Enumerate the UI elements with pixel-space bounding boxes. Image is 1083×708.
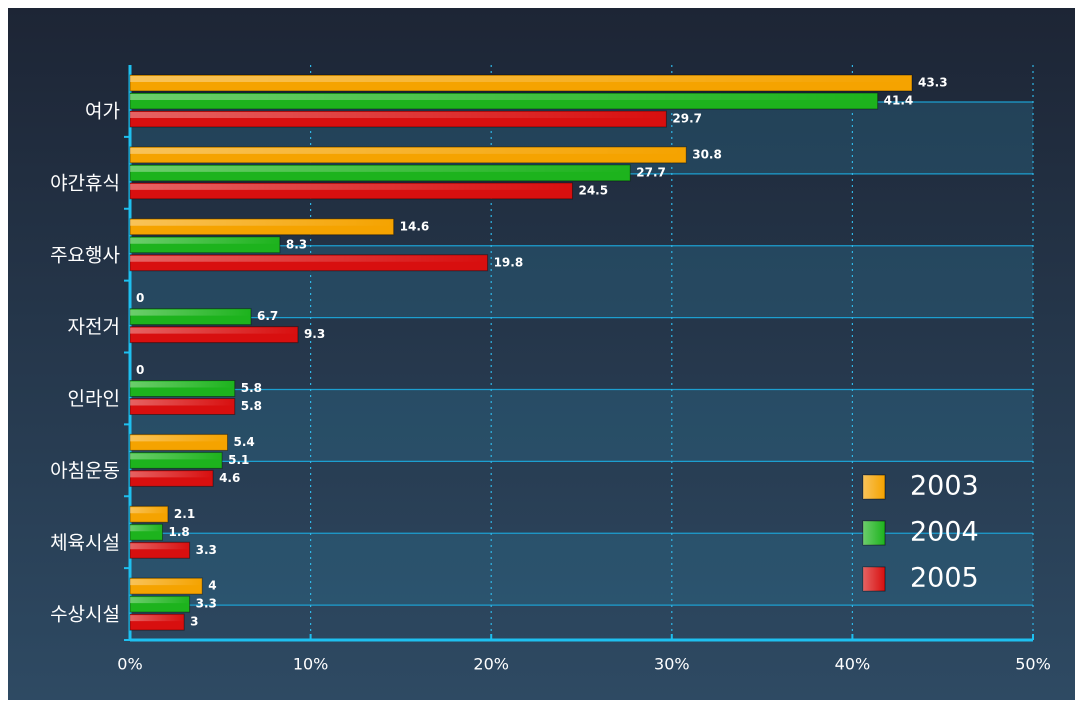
legend-shine <box>863 567 885 591</box>
bar-shine <box>130 327 298 334</box>
bar-shine <box>130 165 631 172</box>
y-tick-label: 인라인 <box>68 388 120 410</box>
x-tick-label: 0% <box>117 655 142 674</box>
bar-shine <box>130 453 223 460</box>
bar-shine <box>130 597 190 604</box>
x-tick-label: 10% <box>293 655 329 674</box>
value-label: 4.6 <box>219 471 240 485</box>
value-label: 5.4 <box>234 435 255 449</box>
y-tick-label: 체육시설 <box>50 532 120 554</box>
legend-shine <box>863 475 885 499</box>
bar-shine <box>130 147 687 154</box>
y-tick-label: 주요행사 <box>50 244 120 266</box>
x-tick-label: 50% <box>1015 655 1051 674</box>
bar-shine <box>130 615 185 622</box>
bar-shine <box>130 112 667 118</box>
legend-label: 2003 <box>910 471 979 502</box>
bar-shine <box>130 183 573 190</box>
value-label: 9.3 <box>304 327 325 341</box>
value-label: 0 <box>136 291 144 305</box>
value-label: 41.4 <box>884 94 914 108</box>
bar-shine <box>130 435 228 442</box>
bar-shine <box>130 525 163 532</box>
y-tick-label: 자전거 <box>68 316 120 338</box>
value-label: 5.8 <box>241 399 262 413</box>
bar-shine <box>130 543 190 550</box>
value-label: 3 <box>190 615 198 629</box>
value-label: 27.7 <box>636 165 666 179</box>
y-tick-label: 여가 <box>85 101 120 123</box>
value-label: 8.3 <box>286 237 307 251</box>
value-label: 3.3 <box>196 543 217 557</box>
value-label: 0 <box>136 363 144 377</box>
x-tick-label: 20% <box>473 655 509 674</box>
bar-shine <box>130 507 168 514</box>
band-shade <box>130 533 1033 606</box>
bar-shine <box>130 237 280 244</box>
legend-label: 2005 <box>910 563 979 594</box>
bar-shine <box>130 471 214 478</box>
bar-shine <box>130 381 235 388</box>
y-tick-label: 야간휴식 <box>50 172 120 194</box>
y-tick-label: 수상시설 <box>50 604 120 626</box>
bar-shine <box>130 94 878 100</box>
value-label: 2.1 <box>174 507 195 521</box>
bar-shine <box>130 219 394 226</box>
value-label: 14.6 <box>400 219 430 233</box>
value-label: 4 <box>208 579 216 593</box>
y-tick-label: 아침운동 <box>50 460 120 482</box>
band-shade <box>130 389 1033 462</box>
value-label: 24.5 <box>578 183 608 197</box>
bar-shine <box>130 399 235 406</box>
value-label: 43.3 <box>918 76 948 90</box>
value-label: 6.7 <box>257 309 278 323</box>
value-label: 29.7 <box>672 112 702 126</box>
bar-shine <box>130 309 252 316</box>
x-tick-label: 40% <box>835 655 871 674</box>
legend-shine <box>863 521 885 545</box>
value-label: 5.8 <box>241 381 262 395</box>
x-tick-label: 30% <box>654 655 690 674</box>
bar-shine <box>130 76 912 82</box>
value-label: 30.8 <box>692 147 722 161</box>
bar-shine <box>130 579 203 586</box>
value-label: 1.8 <box>169 525 190 539</box>
legend-label: 2004 <box>910 517 979 548</box>
value-label: 3.3 <box>196 597 217 611</box>
bar-shine <box>130 255 488 262</box>
value-label: 19.8 <box>494 255 524 269</box>
value-label: 5.1 <box>228 453 249 467</box>
